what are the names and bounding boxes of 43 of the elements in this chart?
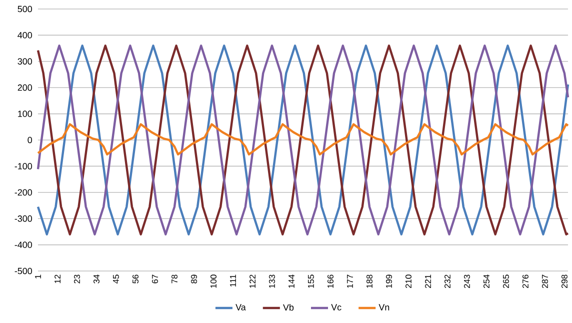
- x-tick-label: 34: [94, 274, 100, 284]
- y-tick-label: 200: [18, 84, 32, 91]
- y-tick-label: -500: [14, 268, 32, 274]
- x-tick-label: 56: [132, 274, 138, 284]
- x-tick-label: 166: [327, 274, 334, 288]
- x-tick-label: 111: [230, 274, 236, 287]
- x-tick-label: 210: [405, 274, 412, 288]
- x-tick-label: 265: [502, 274, 509, 288]
- x-tick-label: 177: [347, 274, 353, 288]
- x-tick-label: 287: [542, 274, 548, 288]
- x-tick-label: 122: [250, 274, 256, 288]
- x-tick-label: 155: [308, 274, 314, 288]
- y-tick-label: -100: [14, 163, 32, 170]
- x-tick-label: 89: [191, 274, 197, 284]
- x-tick-label: 298: [561, 274, 568, 288]
- y-tick-label: -200: [14, 189, 32, 196]
- x-tick-label: 243: [464, 274, 470, 288]
- y-tick-label: 500: [18, 6, 32, 12]
- y-tick-label: 400: [18, 32, 32, 38]
- legend-label: Vb: [283, 304, 294, 311]
- legend-label: Vn: [378, 304, 390, 310]
- x-tick-label: 133: [268, 274, 275, 288]
- y-tick-label: -300: [14, 215, 32, 222]
- y-tick-label: 100: [18, 110, 32, 117]
- x-tick-label: 188: [366, 274, 372, 288]
- legend-label: Va: [236, 304, 246, 310]
- y-tick-label: 300: [18, 58, 32, 65]
- x-tick-label: 78: [172, 274, 178, 284]
- x-tick-label: 144: [288, 274, 294, 288]
- x-tick-label: 254: [483, 274, 490, 288]
- x-tick-label: 232: [444, 274, 450, 288]
- y-tick-label: -400: [14, 242, 32, 248]
- x-tick-label: 23: [74, 274, 80, 284]
- x-tick-label: 100: [210, 274, 216, 288]
- legend-label: Vc: [331, 304, 342, 310]
- x-tick-label: 1: [35, 274, 41, 278]
- y-tick-label: 0: [28, 136, 32, 144]
- x-tick-label: 276: [522, 274, 528, 288]
- x-tick-label: 45: [113, 274, 119, 284]
- x-tick-label: 221: [425, 274, 431, 288]
- x-tick-label: 67: [152, 274, 158, 284]
- x-tick-label: 199: [386, 274, 392, 288]
- x-tick-label: 12: [54, 274, 60, 284]
